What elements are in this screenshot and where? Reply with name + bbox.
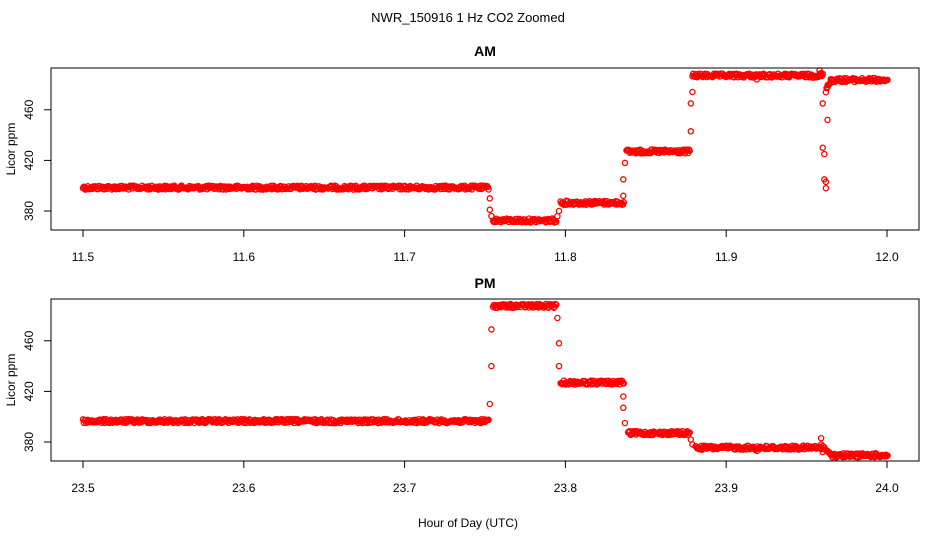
pm-data-point xyxy=(552,301,560,308)
am-data-point xyxy=(686,147,693,155)
pm-x-tick-label: 23.9 xyxy=(715,481,739,495)
am-data-point xyxy=(822,178,830,186)
pm-data-point xyxy=(817,434,825,442)
am-data-point xyxy=(488,212,495,220)
am-data-point xyxy=(819,100,826,107)
am-data-point xyxy=(817,69,825,77)
pm-x-tick-label: 23.8 xyxy=(554,481,578,495)
am-data-point xyxy=(824,83,831,91)
am-data-point xyxy=(620,192,627,200)
am-y-axis-label: Licor ppm xyxy=(4,123,18,176)
pm-data-point xyxy=(620,404,627,412)
pm-x-tick-label: 24.0 xyxy=(875,481,899,495)
pm-y-tick-label: 380 xyxy=(22,432,36,452)
pm-x-tick-label: 23.7 xyxy=(393,481,417,495)
am-x-tick-label: 11.6 xyxy=(233,250,256,264)
pm-data-point xyxy=(817,441,825,448)
am-y-tick-label: 380 xyxy=(22,201,36,221)
am-data-point xyxy=(753,76,761,83)
pm-data-point xyxy=(620,393,627,400)
am-data-point xyxy=(555,207,563,215)
pm-panel: PM Licor ppm xyxy=(4,275,920,462)
am-x-tick-label: 11.9 xyxy=(715,250,738,264)
pm-data-point xyxy=(621,419,629,427)
pm-data-point xyxy=(554,314,561,322)
am-y-tick-label: 460 xyxy=(22,99,36,119)
am-y-tick-label: 420 xyxy=(22,150,36,170)
pm-plot-area xyxy=(79,300,891,461)
x-axis-label: Hour of Day (UTC) xyxy=(418,516,518,530)
am-data-point xyxy=(486,195,494,202)
pm-y-axis-label: Licor ppm xyxy=(4,354,18,407)
pm-x-tick-label: 23.5 xyxy=(71,481,95,495)
am-data-point xyxy=(621,159,629,167)
pm-data-point xyxy=(488,326,495,333)
pm-plot-frame xyxy=(50,298,920,462)
am-data-point xyxy=(554,212,561,220)
pm-data-point xyxy=(488,362,495,370)
am-data-point xyxy=(620,176,627,183)
am-data-point xyxy=(689,88,696,96)
am-x-tick-label: 11.7 xyxy=(393,250,416,264)
figure-title: NWR_150916 1 Hz CO2 Zoomed xyxy=(371,10,565,25)
am-panel-title: AM xyxy=(474,43,496,59)
am-data-point xyxy=(483,182,491,190)
pm-data-point xyxy=(486,400,494,408)
am-plot-area xyxy=(79,67,891,226)
am-panel: AM Licor ppm xyxy=(4,43,920,231)
pm-panel-title: PM xyxy=(475,275,496,291)
am-x-tick-label: 11.5 xyxy=(72,250,95,264)
am-data-point xyxy=(822,184,830,192)
pm-y-tick-label: 420 xyxy=(22,381,36,401)
pm-data-point xyxy=(485,416,492,424)
am-x-tick-label: 12.0 xyxy=(875,250,899,264)
am-data-point xyxy=(687,100,695,107)
am-data-point xyxy=(687,128,695,135)
pm-data-point xyxy=(753,447,761,455)
am-data-point xyxy=(620,199,628,206)
am-data-point xyxy=(819,144,826,151)
am-plot-frame xyxy=(50,67,920,231)
am-data-point xyxy=(884,76,891,84)
am-data-point xyxy=(821,150,828,158)
pm-data-point xyxy=(884,452,891,459)
am-data-point xyxy=(486,206,494,214)
pm-x-tick-label: 23.6 xyxy=(232,481,256,495)
pm-data-point xyxy=(867,453,874,461)
am-data-point xyxy=(552,218,560,226)
pm-data-point xyxy=(839,453,846,461)
pm-data-point xyxy=(689,441,696,448)
pm-data-point xyxy=(686,429,693,436)
pm-data-point xyxy=(819,448,826,456)
am-data-point xyxy=(485,186,492,193)
pm-y-tick-label: 460 xyxy=(22,330,36,350)
pm-data-point xyxy=(555,340,563,347)
pm-data-point xyxy=(620,380,628,387)
pm-data-point xyxy=(555,362,563,370)
am-data-point xyxy=(824,116,831,124)
am-x-tick-label: 11.8 xyxy=(554,250,577,264)
